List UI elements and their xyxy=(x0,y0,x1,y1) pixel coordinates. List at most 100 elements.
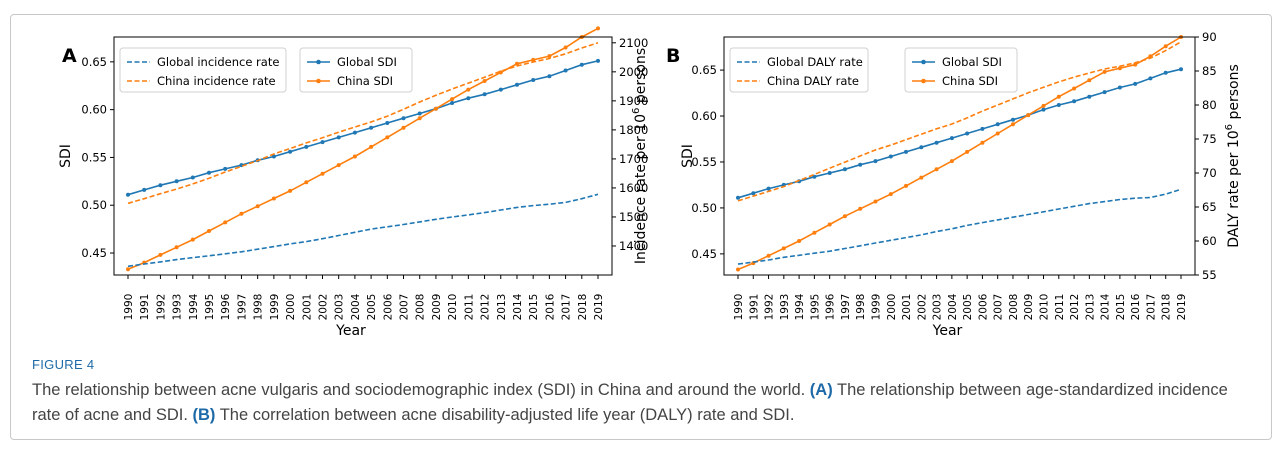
x-tick-label: 1992 xyxy=(764,294,776,321)
data-point xyxy=(531,57,536,62)
data-point xyxy=(417,116,422,121)
y2-tick-label: 2000 xyxy=(619,65,648,79)
data-point xyxy=(904,183,908,188)
figure-caption-text: The relationship between acne vulgaris a… xyxy=(32,378,1252,428)
data-point xyxy=(965,131,970,136)
data-point xyxy=(142,187,147,192)
x-tick-label: 2018 xyxy=(1161,294,1173,321)
x-tick-label: 2010 xyxy=(447,294,459,321)
data-point xyxy=(466,87,471,92)
y2-tick-label: 90 xyxy=(1202,30,1217,44)
data-point xyxy=(980,126,985,131)
x-axis-label: Year xyxy=(932,323,963,339)
data-point xyxy=(1087,78,1092,83)
data-point xyxy=(1056,94,1061,99)
data-point xyxy=(766,253,771,258)
series-line xyxy=(737,188,1182,265)
x-tick-label: 1991 xyxy=(748,294,760,321)
legend-label: Global SDI xyxy=(337,55,397,69)
panel-letter: A xyxy=(62,45,77,67)
data-point xyxy=(223,166,228,171)
caption-panel-ref: (B) xyxy=(192,406,216,424)
data-point xyxy=(515,61,519,66)
series-line xyxy=(737,68,1182,199)
x-tick-label: 2013 xyxy=(1084,294,1096,321)
data-point xyxy=(304,180,309,185)
data-point xyxy=(515,82,519,87)
data-point xyxy=(1163,44,1168,49)
y2-tick-label: 55 xyxy=(1202,268,1217,282)
data-point xyxy=(888,154,893,159)
data-point xyxy=(842,214,847,219)
data-point xyxy=(980,140,985,145)
series-line xyxy=(127,27,599,271)
legend-marker xyxy=(316,59,321,65)
x-tick-label: 1999 xyxy=(269,294,281,321)
y-tick-label: 0.45 xyxy=(691,247,717,261)
x-tick-label: 2019 xyxy=(1176,294,1188,321)
data-point xyxy=(781,246,786,251)
data-point xyxy=(207,170,211,175)
y-tick-label: 0.50 xyxy=(81,198,107,212)
y2-axis-label-base: DALY rate per 10 xyxy=(1226,130,1242,247)
x-tick-label: 2004 xyxy=(350,293,362,320)
data-point xyxy=(1102,69,1107,74)
x-tick-label: 2008 xyxy=(415,294,427,321)
data-point xyxy=(433,106,438,111)
data-point xyxy=(1041,103,1046,108)
x-tick-label: 2019 xyxy=(593,294,605,321)
x-tick-label: 2015 xyxy=(1115,294,1127,321)
series-line xyxy=(737,41,1182,202)
data-point xyxy=(352,154,357,159)
data-point xyxy=(369,144,374,149)
data-point xyxy=(304,144,309,149)
x-tick-label: 2016 xyxy=(1130,293,1142,320)
x-tick-label: 1990 xyxy=(733,294,745,321)
x-tick-label: 2017 xyxy=(1145,294,1157,321)
y-tick-label: 0.60 xyxy=(81,103,107,117)
y2-axis-label-base: Incidence rate per 10 xyxy=(633,114,649,264)
data-point xyxy=(320,171,325,176)
x-tick-label: 2003 xyxy=(334,294,346,321)
y2-tick-label: 1900 xyxy=(619,94,648,108)
y2-tick-label: 1500 xyxy=(619,210,648,224)
data-point xyxy=(1087,94,1092,99)
data-point xyxy=(1179,67,1183,72)
data-point xyxy=(579,62,584,67)
x-tick-label: 2011 xyxy=(463,294,475,321)
data-point xyxy=(255,204,260,209)
y-tick-label: 0.45 xyxy=(81,246,107,260)
data-point xyxy=(797,239,802,243)
y2-tick-label: 1700 xyxy=(619,152,648,166)
x-tick-label: 1991 xyxy=(139,294,151,321)
x-tick-label: 1995 xyxy=(204,294,216,321)
y-tick-label: 0.50 xyxy=(691,201,717,215)
figure-charts: A 0.45 0.50 0.55 0.60 0.65 1400 1500 1600 1700 180… xyxy=(58,26,1242,339)
figure-frame xyxy=(10,14,1272,440)
x-tick-label: 2009 xyxy=(431,294,443,321)
y2-axis-label: Incidence rate per 106 persons xyxy=(631,48,649,264)
data-point xyxy=(401,116,406,121)
data-point xyxy=(1041,107,1046,112)
data-point xyxy=(934,167,939,172)
data-point xyxy=(1011,117,1015,122)
data-point xyxy=(596,26,600,31)
data-point xyxy=(934,140,939,145)
data-point xyxy=(1011,122,1015,127)
data-point xyxy=(1148,76,1153,81)
x-tick-label: 2003 xyxy=(932,294,944,321)
chart-panel-b: B 0.45 0.50 0.55 0.60 0.65 55 60 65 70 75 80 85 90 199… xyxy=(666,30,1242,339)
y2-axis-label-suffix: persons xyxy=(633,48,649,108)
x-tick-label: 1993 xyxy=(779,294,791,321)
y-tick-label: 0.55 xyxy=(81,150,107,164)
x-tick-label: 2000 xyxy=(285,294,297,321)
x-tick-label: 1994 xyxy=(794,293,806,320)
data-point xyxy=(385,135,390,140)
data-point xyxy=(596,58,600,63)
figure-label: FIGURE 4 xyxy=(32,357,95,372)
y2-tick-label: 1600 xyxy=(619,181,648,195)
data-point xyxy=(904,149,908,154)
x-tick-label: 2000 xyxy=(886,294,898,321)
x-tick-label: 1996 xyxy=(220,293,232,320)
data-point xyxy=(1163,70,1168,75)
